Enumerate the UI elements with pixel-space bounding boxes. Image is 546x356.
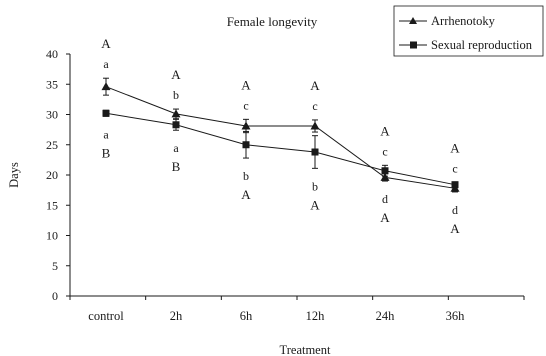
chart-title: Female longevity <box>227 14 318 29</box>
letter-upper-bottom-0: B <box>102 145 111 160</box>
point-1-0 <box>102 109 110 117</box>
x-tick-label-1: 2h <box>170 309 183 323</box>
legend-marker-sexual-reproduction <box>410 41 417 49</box>
legend: Arrhenotoky Sexual reproduction <box>393 5 544 57</box>
x-tick-label-2: 6h <box>240 309 253 323</box>
x-axis-ticks: control 2h 6h 12h 24h 36h <box>69 296 525 323</box>
letter-lower-bottom-3: b <box>312 179 318 193</box>
letter-lower-bottom-0: a <box>103 127 109 141</box>
y-tick-label-8: 40 <box>46 47 58 61</box>
letter-upper-bottom-1: B <box>172 159 181 174</box>
y-tick-label-4: 20 <box>46 168 58 182</box>
x-tick-label-3: 12h <box>306 309 326 323</box>
series-layer <box>101 77 460 193</box>
point-1-3 <box>311 148 319 156</box>
letter-lower-top-1: b <box>173 88 179 102</box>
letter-upper-top-0: A <box>101 36 111 51</box>
letter-upper-bottom-3: A <box>310 197 320 212</box>
letter-upper-top-2: A <box>241 77 251 92</box>
legend-box <box>393 5 544 57</box>
x-tick-label-0: control <box>88 309 124 323</box>
letter-lower-bottom-5: d <box>452 203 458 217</box>
y-tick-label-6: 30 <box>46 108 58 122</box>
legend-marker-arrhenotoky <box>409 17 417 24</box>
letter-lower-top-0: a <box>103 57 109 71</box>
series-line-0 <box>105 86 456 189</box>
x-tick-label-4: 24h <box>376 309 396 323</box>
y-axis-label: Days <box>7 162 21 188</box>
point-1-4 <box>381 167 389 175</box>
letter-lower-top-5: c <box>452 161 457 175</box>
point-1-1 <box>172 121 180 129</box>
letter-upper-top-3: A <box>310 78 320 93</box>
series-line-1 <box>105 112 456 186</box>
letter-upper-bottom-5: A <box>450 221 460 236</box>
point-0-0 <box>101 82 111 91</box>
x-axis-label: Treatment <box>280 343 331 356</box>
y-tick-label-1: 5 <box>52 259 58 273</box>
letter-lower-top-3: c <box>312 99 317 113</box>
y-tick-label-2: 10 <box>46 229 58 243</box>
letter-lower-bottom-2: b <box>243 169 249 183</box>
point-1-5 <box>451 181 459 189</box>
letter-upper-bottom-2: A <box>241 187 251 202</box>
legend-label-sexual-reproduction: Sexual reproduction <box>431 38 533 52</box>
point-0-1 <box>171 109 181 118</box>
letter-lower-top-4: c <box>382 144 387 158</box>
y-axis-ticks: 0 5 10 15 20 25 30 35 40 <box>46 47 70 303</box>
point-0-3 <box>310 121 320 130</box>
legend-label-arrhenotoky: Arrhenotoky <box>431 14 496 28</box>
letter-upper-top-1: A <box>171 67 181 82</box>
y-tick-label-0: 0 <box>52 289 58 303</box>
point-0-4 <box>380 172 390 181</box>
letter-upper-bottom-4: A <box>380 210 390 225</box>
letter-upper-top-5: A <box>450 140 460 155</box>
y-tick-label-7: 35 <box>46 77 58 91</box>
point-1-2 <box>242 141 250 149</box>
letter-upper-top-4: A <box>380 123 390 138</box>
letter-lower-top-2: c <box>243 98 248 112</box>
y-tick-label-5: 25 <box>46 138 58 152</box>
letter-lower-bottom-4: d <box>382 192 388 206</box>
letter-lower-bottom-1: a <box>173 141 179 155</box>
x-tick-label-5: 36h <box>446 309 466 323</box>
y-tick-label-3: 15 <box>46 198 58 212</box>
point-0-2 <box>241 121 251 130</box>
series-1 <box>102 109 459 189</box>
